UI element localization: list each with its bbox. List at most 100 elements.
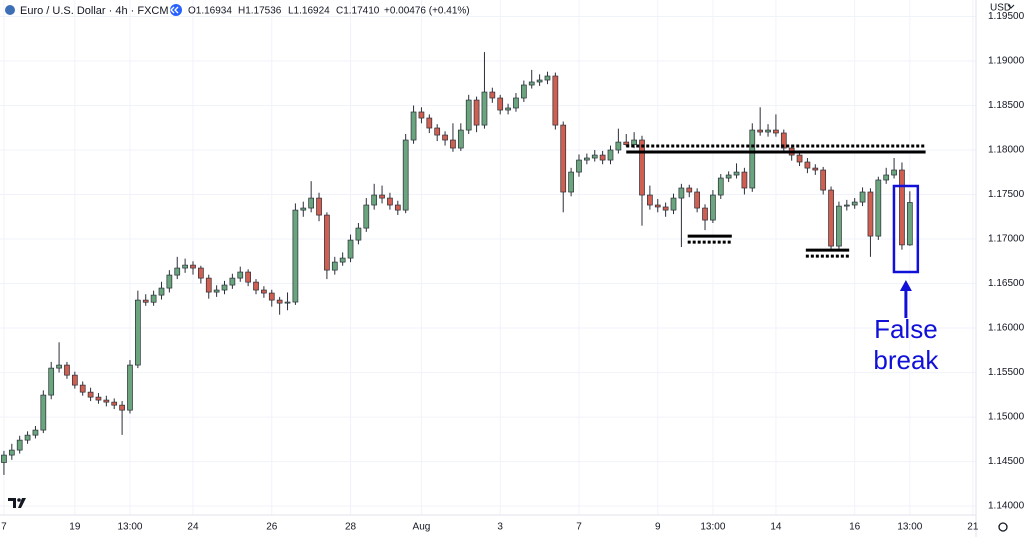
candle-body <box>331 261 338 271</box>
y-tick-label: 1.14500 <box>988 456 1024 467</box>
candle-body <box>741 171 748 189</box>
candle-body <box>292 209 299 303</box>
x-tick-label: 16 <box>849 522 861 533</box>
candle-body <box>804 161 811 169</box>
currency-dropdown[interactable] <box>1007 4 1015 9</box>
y-tick-label: 1.14000 <box>988 501 1024 512</box>
candle-body <box>48 367 55 396</box>
logo-part <box>18 498 26 508</box>
candle-body <box>773 129 779 134</box>
candle-body <box>528 81 535 86</box>
candle-body <box>87 391 94 398</box>
x-tick-label: 14 <box>770 522 782 533</box>
candle-body <box>316 197 322 216</box>
arrow-head <box>899 280 912 291</box>
x-tick-label: 26 <box>266 522 278 533</box>
x-tick-label: 24 <box>187 522 199 533</box>
annotation-text: break <box>873 345 939 375</box>
candle-body <box>198 267 204 279</box>
candle-body <box>851 201 858 206</box>
candle-body <box>757 129 764 133</box>
candle-body <box>205 277 212 293</box>
candle-body <box>702 207 708 221</box>
candle-body <box>410 111 417 141</box>
candle-body <box>213 289 220 293</box>
candle-body <box>387 197 393 206</box>
candle-body <box>568 171 574 193</box>
x-tick-label: 28 <box>345 522 357 533</box>
candle-body <box>394 204 401 211</box>
candle-body <box>347 239 354 259</box>
candle-body <box>71 374 78 386</box>
candle-body <box>843 204 850 207</box>
candle-body <box>32 429 39 436</box>
x-tick-label: 13:00 <box>700 522 725 533</box>
candle-body <box>95 396 102 401</box>
ohlc-high: H1.17536 <box>238 6 282 17</box>
replay-button[interactable] <box>170 4 182 16</box>
candle-body <box>339 257 346 263</box>
candle-body <box>221 284 228 291</box>
y-tick-label: 1.19000 <box>988 56 1024 67</box>
candle-body <box>686 187 693 193</box>
candle-body <box>520 84 527 99</box>
settings-button[interactable] <box>998 522 1008 532</box>
candle-body <box>363 204 370 229</box>
candle-body <box>749 129 756 189</box>
logo-part <box>17 498 21 502</box>
annotation-text: False <box>874 314 938 344</box>
candle-body <box>725 174 732 179</box>
candle-body <box>150 294 157 303</box>
y-tick-label: 1.19500 <box>988 11 1024 22</box>
candle-body <box>891 169 897 176</box>
candle-body <box>268 292 275 301</box>
candle-body <box>576 159 582 173</box>
candle-body <box>883 174 890 181</box>
candle-body <box>190 264 196 269</box>
candle-body <box>859 191 866 203</box>
header: Euro / U.S. Dollar · 4h · FXCM O1.16934 … <box>5 4 470 17</box>
candle-body <box>24 434 31 441</box>
currency[interactable]: USD <box>990 3 1011 14</box>
candle-body <box>355 227 362 241</box>
ohlc-open: O1.16934 <box>188 6 232 17</box>
candle-body <box>402 139 409 211</box>
candle-body <box>544 75 551 81</box>
candle-body <box>473 99 480 126</box>
candle-body <box>505 107 511 111</box>
candle-body <box>552 75 559 126</box>
x-tick-label: 9 <box>655 522 661 533</box>
y-tick-label: 1.17500 <box>988 189 1024 200</box>
candle-body <box>371 194 378 206</box>
candle-body <box>434 127 441 136</box>
candle-body <box>662 206 669 211</box>
candle-body <box>103 399 110 403</box>
ohlc-low: L1.16924 <box>288 6 330 17</box>
candle-body <box>379 194 385 199</box>
candle-body <box>8 449 15 456</box>
symbol-title: Euro / U.S. Dollar · 4h · FXCM <box>20 5 169 17</box>
tv-logo <box>8 498 26 508</box>
highlight-box <box>892 184 920 274</box>
candle-body <box>591 154 598 159</box>
candle-body <box>229 277 236 286</box>
x-tick-label: 21 <box>967 522 979 533</box>
x-tick-label: 7 <box>576 522 582 533</box>
candle-body <box>812 167 819 171</box>
candle-body <box>631 139 637 146</box>
candle-body <box>489 91 496 99</box>
candle-body <box>300 207 307 211</box>
candle-body <box>836 205 842 247</box>
symbol-icon <box>5 5 15 15</box>
x-tick-label: 3 <box>497 522 503 533</box>
candle-body <box>796 154 803 163</box>
candle-body <box>284 301 291 304</box>
candle-body <box>324 214 330 271</box>
plot <box>1 52 926 475</box>
y-tick-label: 1.18500 <box>988 100 1024 111</box>
candle-body <box>670 197 677 211</box>
